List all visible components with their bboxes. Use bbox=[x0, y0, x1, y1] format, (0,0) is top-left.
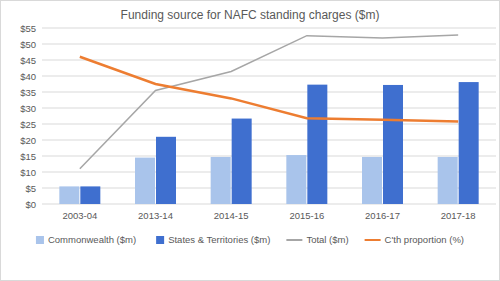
plot-area bbox=[59, 35, 478, 204]
grid-line bbox=[42, 188, 496, 189]
grid-line bbox=[42, 172, 496, 173]
bar bbox=[232, 119, 252, 204]
bar bbox=[156, 137, 176, 204]
grid-line bbox=[42, 204, 496, 205]
bar bbox=[59, 186, 79, 204]
y-tick-label: $30 bbox=[20, 103, 36, 114]
grid-line bbox=[42, 156, 496, 157]
legend: Commonwealth ($m) States & Territories ($… bbox=[36, 234, 464, 245]
bar bbox=[362, 157, 382, 204]
legend-label: C'th proportion (%) bbox=[385, 234, 464, 245]
y-tick-label: $35 bbox=[20, 87, 36, 98]
legend-item: Commonwealth ($m) bbox=[36, 234, 136, 245]
line bbox=[80, 57, 458, 122]
y-tick-label: $40 bbox=[20, 71, 36, 82]
bar bbox=[438, 157, 458, 204]
bar bbox=[135, 158, 155, 204]
grid-line bbox=[42, 60, 496, 61]
y-tick-label: $0 bbox=[25, 199, 36, 210]
legend-swatch bbox=[156, 236, 164, 244]
legend-swatch bbox=[365, 239, 381, 241]
bar bbox=[459, 82, 479, 204]
legend-item: C'th proportion (%) bbox=[365, 234, 464, 245]
x-tick-label: 2003-04 bbox=[62, 210, 97, 221]
legend-item: Total ($m) bbox=[286, 234, 348, 245]
y-tick-label: $45 bbox=[20, 55, 36, 66]
legend-label: States & Territories ($m) bbox=[168, 234, 270, 245]
legend-label: Commonwealth ($m) bbox=[48, 234, 136, 245]
legend-swatch bbox=[286, 239, 302, 241]
y-tick-label: $25 bbox=[20, 119, 36, 130]
x-tick-label: 2016-17 bbox=[365, 210, 400, 221]
x-tick-label: 2014-15 bbox=[214, 210, 249, 221]
bar bbox=[286, 155, 306, 204]
y-tick-label: $5 bbox=[25, 183, 36, 194]
grid-line bbox=[42, 124, 496, 125]
y-tick-label: $20 bbox=[20, 135, 36, 146]
x-tick-label: 2013-14 bbox=[138, 210, 173, 221]
y-tick-label: $10 bbox=[20, 167, 36, 178]
x-tick-label: 2017-18 bbox=[441, 210, 476, 221]
x-tick-label: 2015-16 bbox=[289, 210, 324, 221]
bar bbox=[383, 85, 403, 204]
grid-line bbox=[42, 28, 496, 29]
grid-line bbox=[42, 44, 496, 45]
legend-swatch bbox=[36, 236, 44, 244]
y-tick-label: $50 bbox=[20, 39, 36, 50]
chart-frame bbox=[1, 1, 500, 281]
grid-line bbox=[42, 76, 496, 77]
legend-label: Total ($m) bbox=[306, 234, 348, 245]
line bbox=[80, 35, 458, 169]
grid-line bbox=[42, 92, 496, 93]
chart: Funding source for NAFC standing charges… bbox=[0, 0, 500, 281]
y-tick-label: $15 bbox=[20, 151, 36, 162]
grid-line bbox=[42, 140, 496, 141]
legend-item: States & Territories ($m) bbox=[156, 234, 270, 245]
bar bbox=[80, 186, 100, 204]
chart-title: Funding source for NAFC standing charges… bbox=[121, 8, 380, 22]
y-tick-label: $55 bbox=[20, 23, 36, 34]
bar bbox=[307, 85, 327, 204]
bar bbox=[211, 157, 231, 204]
